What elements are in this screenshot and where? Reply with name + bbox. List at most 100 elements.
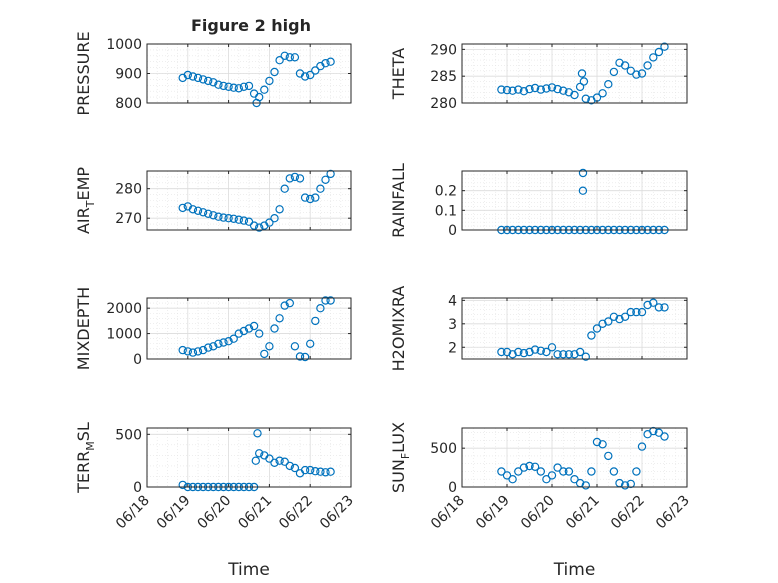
data-point xyxy=(311,316,320,326)
y-axis-label: THETA xyxy=(389,48,408,100)
data-point xyxy=(265,342,274,351)
data-point xyxy=(321,468,330,477)
data-point xyxy=(321,59,330,68)
x-axis-label: Time xyxy=(227,560,270,580)
data-point xyxy=(229,334,238,343)
axes-box xyxy=(461,43,688,104)
data-point xyxy=(326,467,335,476)
subplot-2: 280 285 290 THETA xyxy=(389,42,688,112)
data-point xyxy=(285,174,294,183)
data-point xyxy=(632,70,641,79)
subplot-4: 0 0.1 0.2 RAINFALL xyxy=(389,163,688,239)
data-point xyxy=(547,471,557,480)
y-axis-label: SUNFLUX xyxy=(389,422,412,493)
data-point xyxy=(280,51,289,61)
data-point xyxy=(300,465,310,475)
data-point xyxy=(578,168,588,178)
data-point xyxy=(306,194,315,204)
plot-area xyxy=(462,44,687,103)
data-point xyxy=(239,216,249,225)
axes-box xyxy=(146,427,352,488)
data-point xyxy=(224,337,233,346)
y-axis-label: TERRMSL xyxy=(74,422,97,494)
data-point xyxy=(183,347,192,356)
data-point xyxy=(559,86,568,95)
data-point xyxy=(203,209,213,218)
data-point xyxy=(581,94,591,103)
data-point xyxy=(209,78,218,87)
data-point xyxy=(219,81,228,91)
y-tick-label: 285 xyxy=(430,69,457,85)
data-point xyxy=(579,77,589,86)
data-point xyxy=(280,184,289,193)
data-point xyxy=(198,345,208,355)
data-point xyxy=(519,463,529,472)
data-point xyxy=(536,85,546,94)
data-point xyxy=(224,82,233,92)
data-point xyxy=(326,169,335,179)
data-point xyxy=(514,347,523,357)
data-point xyxy=(300,72,310,81)
data-point xyxy=(637,307,647,317)
data-point xyxy=(178,480,187,490)
data-point xyxy=(178,203,187,213)
data-point xyxy=(536,467,546,476)
data-point xyxy=(502,347,512,357)
subplot-3: 270 280 AIRTEMP xyxy=(74,167,352,234)
y-tick-label: 2 xyxy=(448,340,457,356)
data-point xyxy=(270,458,279,467)
data-point xyxy=(239,326,249,336)
data-point xyxy=(290,53,300,62)
data-point xyxy=(536,346,546,355)
x-axis-label: Time xyxy=(553,560,596,580)
data-point xyxy=(270,324,279,333)
data-point xyxy=(316,467,325,476)
data-point xyxy=(198,75,208,84)
data-point xyxy=(587,331,596,340)
data-point xyxy=(547,83,557,92)
y-tick-label: 270 xyxy=(115,211,142,227)
data-point xyxy=(502,471,512,480)
data-point xyxy=(244,81,254,91)
data-point xyxy=(598,440,607,449)
data-point xyxy=(249,321,259,331)
data-point xyxy=(592,437,602,447)
data-point xyxy=(300,352,310,362)
data-point xyxy=(290,172,300,182)
subplot-5: 0 1000 2000 MIXDEPTH xyxy=(74,287,352,370)
data-point xyxy=(234,329,243,338)
y-tick-label: 2000 xyxy=(106,301,142,317)
data-point xyxy=(553,463,562,472)
y-tick-label: 0 xyxy=(448,223,457,239)
data-point xyxy=(234,84,243,93)
data-point xyxy=(224,213,233,223)
y-tick-label: 500 xyxy=(115,427,142,443)
data-point xyxy=(547,343,557,352)
data-point xyxy=(203,343,213,352)
data-point xyxy=(519,348,529,358)
data-point xyxy=(559,350,568,359)
data-point xyxy=(559,467,568,476)
data-point xyxy=(637,442,647,451)
data-point xyxy=(260,85,269,94)
y-tick-label: 0 xyxy=(133,480,142,496)
data-point xyxy=(587,467,596,476)
data-point xyxy=(193,73,203,83)
plot-area xyxy=(462,171,687,230)
data-point xyxy=(643,300,652,310)
data-point xyxy=(193,206,203,215)
data-point xyxy=(654,47,664,57)
data-point xyxy=(604,451,613,461)
y-axis-label: H2OMIXRA xyxy=(389,286,408,372)
data-point xyxy=(609,67,619,77)
data-point xyxy=(280,457,289,466)
data-point xyxy=(285,53,294,62)
data-point xyxy=(295,174,305,183)
data-point xyxy=(253,429,262,438)
data-point xyxy=(209,342,218,351)
data-point xyxy=(316,304,325,313)
data-point xyxy=(660,303,669,312)
figure-title: Figure 2 high xyxy=(191,16,311,35)
plot-area xyxy=(462,428,687,487)
data-point xyxy=(229,214,238,223)
